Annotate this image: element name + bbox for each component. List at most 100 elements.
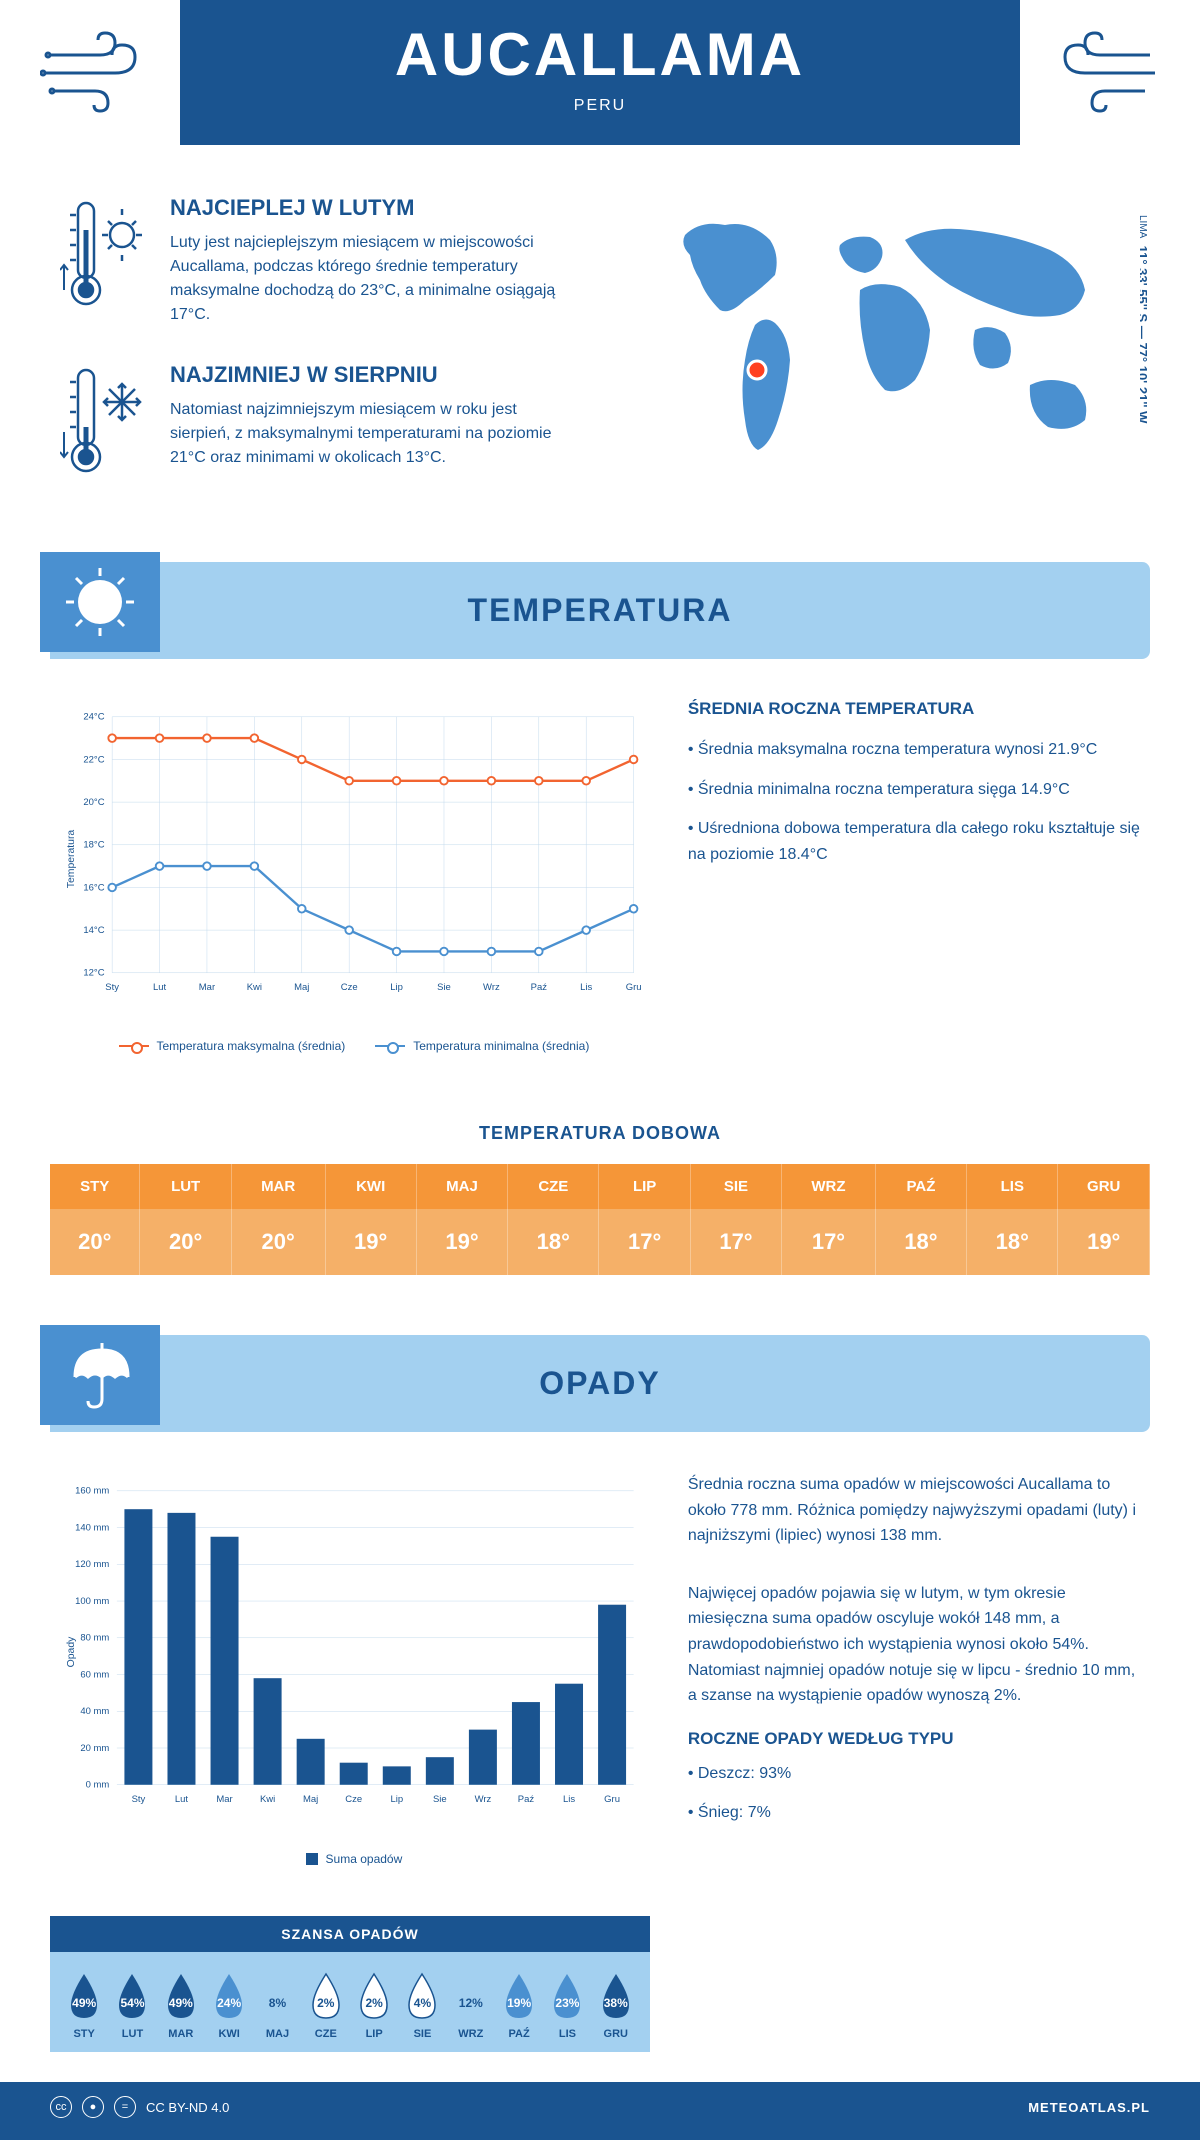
- daily-temp-value: 18°: [967, 1209, 1058, 1275]
- precipitation-chance-panel: SZANSA OPADÓW 49%STY54%LUT49%MAR24%KWI8%…: [50, 1916, 650, 2052]
- svg-text:12°C: 12°C: [83, 968, 104, 979]
- avg-temp-p3: • Uśredniona dobowa temperatura dla całe…: [688, 816, 1140, 867]
- daily-temp-value: 17°: [690, 1209, 781, 1275]
- svg-text:100 mm: 100 mm: [75, 1596, 109, 1607]
- avg-temp-p2: • Średnia minimalna roczna temperatura s…: [688, 777, 1140, 803]
- world-map: [620, 195, 1140, 495]
- nd-icon: =: [114, 2096, 136, 2118]
- daily-month-header: MAJ: [416, 1164, 507, 1209]
- precip-chance-drop: 38%GRU: [592, 1970, 640, 2040]
- daily-temp-value: 18°: [508, 1209, 599, 1275]
- precip-chance-drop: 54%LUT: [108, 1970, 156, 2040]
- header-banner: AUCALLAMA PERU: [180, 0, 1020, 145]
- cc-icon: cc: [50, 2096, 72, 2118]
- svg-text:Sty: Sty: [105, 982, 119, 993]
- svg-text:Maj: Maj: [303, 1794, 318, 1805]
- svg-text:Gru: Gru: [604, 1794, 620, 1805]
- avg-temp-p1: • Średnia maksymalna roczna temperatura …: [688, 737, 1140, 763]
- daily-temp-title: TEMPERATURA DOBOWA: [50, 1123, 1150, 1144]
- temperature-line-chart: 12°C14°C16°C18°C20°C22°C24°CStyLutMarKwi…: [60, 699, 648, 1019]
- wind-icon: [40, 25, 160, 120]
- daily-temp-value: 19°: [416, 1209, 507, 1275]
- precip-chance-drop: 12%WRZ: [447, 1970, 495, 2040]
- svg-text:20°C: 20°C: [83, 797, 104, 808]
- precip-type-title: ROCZNE OPADY WEDŁUG TYPU: [688, 1729, 1140, 1749]
- precip-chance-drop: 4%SIE: [398, 1970, 446, 2040]
- precip-chance-drop: 2%LIP: [350, 1970, 398, 2040]
- svg-text:Kwi: Kwi: [247, 982, 262, 993]
- legend-precip: Suma opadów: [306, 1852, 403, 1866]
- sun-icon: [40, 552, 160, 652]
- svg-text:16°C: 16°C: [83, 882, 104, 893]
- svg-text:Lip: Lip: [390, 982, 403, 993]
- thermometer-hot-icon: [60, 195, 150, 327]
- svg-text:Wrz: Wrz: [475, 1794, 492, 1805]
- daily-month-header: MAR: [231, 1164, 325, 1209]
- precip-snow: • Śnieg: 7%: [688, 1800, 1140, 1826]
- legend-max-temp: Temperatura maksymalna (średnia): [119, 1039, 346, 1053]
- svg-text:Sie: Sie: [437, 982, 451, 993]
- daily-month-header: WRZ: [782, 1164, 876, 1209]
- daily-month-header: CZE: [508, 1164, 599, 1209]
- daily-month-header: KWI: [325, 1164, 416, 1209]
- daily-temp-value: 19°: [325, 1209, 416, 1275]
- legend-min-temp: Temperatura minimalna (średnia): [375, 1039, 589, 1053]
- svg-text:60 mm: 60 mm: [80, 1669, 109, 1680]
- precip-chance-drop: 19%PAŹ: [495, 1970, 543, 2040]
- svg-text:Cze: Cze: [341, 982, 358, 993]
- daily-month-header: LUT: [140, 1164, 231, 1209]
- coldest-text: Natomiast najzimniejszym miesiącem w rok…: [170, 398, 580, 470]
- svg-text:22°C: 22°C: [83, 754, 104, 765]
- daily-month-header: LIS: [967, 1164, 1058, 1209]
- svg-text:18°C: 18°C: [83, 840, 104, 851]
- svg-text:80 mm: 80 mm: [80, 1633, 109, 1644]
- temperature-section-banner: TEMPERATURA: [50, 562, 1150, 659]
- svg-text:Temperatura: Temperatura: [66, 830, 77, 889]
- svg-text:Cze: Cze: [345, 1794, 362, 1805]
- svg-text:Lis: Lis: [580, 982, 592, 993]
- svg-text:Opady: Opady: [66, 1636, 77, 1667]
- precipitation-bar-chart: 0 mm20 mm40 mm60 mm80 mm100 mm120 mm140 …: [60, 1472, 648, 1832]
- country-subtitle: PERU: [180, 97, 1020, 115]
- daily-temp-value: 20°: [50, 1209, 140, 1275]
- footer: cc ● = CC BY-ND 4.0 METEOATLAS.PL: [0, 2082, 1200, 2132]
- precipitation-section-banner: OPADY: [50, 1335, 1150, 1432]
- wind-icon: [1040, 25, 1160, 120]
- svg-text:Lut: Lut: [175, 1794, 189, 1805]
- svg-text:14°C: 14°C: [83, 925, 104, 936]
- warmest-text: Luty jest najcieplejszym miesiącem w mie…: [170, 231, 580, 327]
- svg-text:Lis: Lis: [563, 1794, 575, 1805]
- svg-text:20 mm: 20 mm: [80, 1743, 109, 1754]
- svg-text:24°C: 24°C: [83, 712, 104, 723]
- svg-text:Kwi: Kwi: [260, 1794, 275, 1805]
- daily-month-header: LIP: [599, 1164, 690, 1209]
- svg-text:120 mm: 120 mm: [75, 1559, 109, 1570]
- warmest-title: NAJCIEPLEJ W LUTYM: [170, 195, 580, 221]
- precip-p2: Najwięcej opadów pojawia się w lutym, w …: [688, 1581, 1140, 1709]
- svg-text:Wrz: Wrz: [483, 982, 500, 993]
- precip-rain: • Deszcz: 93%: [688, 1761, 1140, 1787]
- thermometer-cold-icon: [60, 362, 150, 487]
- site-name: METEOATLAS.PL: [1028, 2100, 1150, 2115]
- svg-text:Paź: Paź: [518, 1794, 535, 1805]
- coldest-title: NAJZIMNIEJ W SIERPNIU: [170, 362, 580, 388]
- umbrella-icon: [40, 1325, 160, 1425]
- svg-text:Lip: Lip: [390, 1794, 403, 1805]
- svg-text:Maj: Maj: [294, 982, 309, 993]
- precip-p1: Średnia roczna suma opadów w miejscowośc…: [688, 1472, 1140, 1549]
- daily-month-header: GRU: [1058, 1164, 1150, 1209]
- precip-chance-drop: 23%LIS: [543, 1970, 591, 2040]
- precip-chance-drop: 24%KWI: [205, 1970, 253, 2040]
- precip-chance-drop: 2%CZE: [302, 1970, 350, 2040]
- daily-temp-value: 18°: [875, 1209, 966, 1275]
- daily-temp-value: 19°: [1058, 1209, 1150, 1275]
- license-text: CC BY-ND 4.0: [146, 2100, 229, 2115]
- precip-chance-drop: 49%MAR: [157, 1970, 205, 2040]
- svg-text:40 mm: 40 mm: [80, 1706, 109, 1717]
- svg-text:Sty: Sty: [132, 1794, 146, 1805]
- svg-text:Lut: Lut: [153, 982, 167, 993]
- svg-text:140 mm: 140 mm: [75, 1522, 109, 1533]
- precip-chance-drop: 49%STY: [60, 1970, 108, 2040]
- precip-chance-drop: 8%MAJ: [253, 1970, 301, 2040]
- svg-text:Mar: Mar: [216, 1794, 232, 1805]
